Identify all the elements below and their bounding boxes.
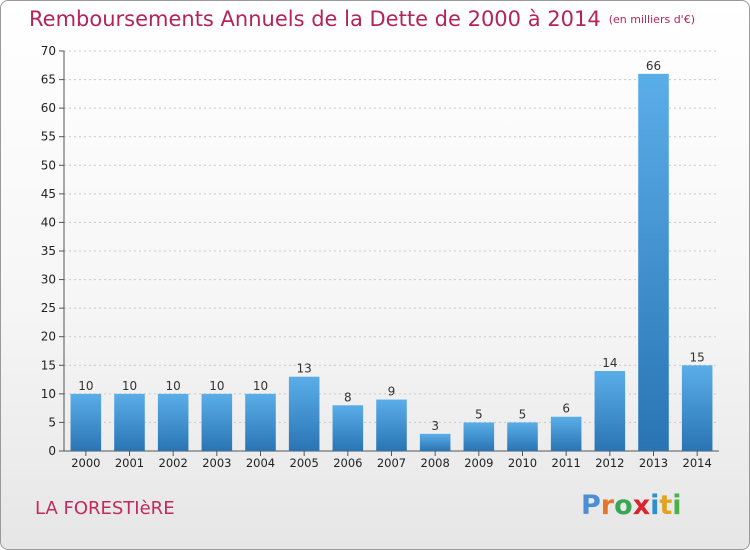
chart-title-text: Remboursements Annuels de la Dette de 20… <box>29 7 601 31</box>
y-tick-label: 50 <box>41 158 56 172</box>
logo-letter: P <box>581 490 601 521</box>
x-tick-label: 2006 <box>333 456 362 470</box>
bar <box>245 393 276 451</box>
chart-title: Remboursements Annuels de la Dette de 20… <box>29 7 695 31</box>
x-tick-label: 2002 <box>159 456 188 470</box>
x-tick-label: 2000 <box>71 456 100 470</box>
y-tick-label: 15 <box>41 358 56 372</box>
x-tick-label: 2013 <box>639 456 668 470</box>
x-tick-label: 2011 <box>552 456 581 470</box>
bar <box>70 393 102 451</box>
y-tick-label: 5 <box>48 415 56 429</box>
x-tick-label: 2003 <box>202 456 231 470</box>
data-label: 5 <box>475 407 483 421</box>
bar <box>463 422 495 451</box>
y-tick-label: 45 <box>41 187 56 201</box>
data-label: 14 <box>602 356 617 370</box>
y-tick-label: 20 <box>41 330 56 344</box>
x-tick-label: 2005 <box>290 456 319 470</box>
x-tick-label: 2004 <box>246 456 275 470</box>
x-tick-label: 2008 <box>421 456 450 470</box>
y-tick-label: 40 <box>41 215 56 229</box>
data-label: 6 <box>562 402 570 416</box>
data-label: 10 <box>78 379 93 393</box>
x-tick-label: 2009 <box>464 456 493 470</box>
logo-letter: o <box>614 490 633 521</box>
data-label: 10 <box>166 379 181 393</box>
y-tick-label: 25 <box>41 301 56 315</box>
logo-letter: x <box>632 490 651 521</box>
x-tick-label: 2001 <box>115 456 144 470</box>
data-label: 8 <box>344 390 352 404</box>
commune-name: LA FORESTIèRE <box>35 498 175 519</box>
y-tick-label: 60 <box>41 101 56 115</box>
bar <box>681 365 713 451</box>
y-tick-label: 65 <box>41 73 56 87</box>
bar <box>550 416 582 451</box>
data-label: 3 <box>431 419 439 433</box>
x-tick-label: 2012 <box>595 456 624 470</box>
data-label: 15 <box>690 350 705 364</box>
x-tick-label: 2007 <box>377 456 406 470</box>
bar <box>332 405 364 451</box>
y-tick-label: 0 <box>48 444 56 458</box>
logo-letter: r <box>600 490 615 521</box>
bar <box>638 73 669 451</box>
y-tick-label: 35 <box>41 244 56 258</box>
bar <box>419 433 451 451</box>
y-tick-label: 55 <box>41 130 56 144</box>
data-label: 13 <box>297 362 312 376</box>
data-label: 66 <box>646 59 661 73</box>
logo-letter: i <box>672 490 682 521</box>
data-label: 10 <box>122 379 137 393</box>
bar <box>507 422 538 451</box>
bar <box>376 399 407 451</box>
chart-unit: (en milliers d'€) <box>608 13 695 26</box>
y-tick-label: 10 <box>41 387 56 401</box>
logo-letter: i <box>650 490 660 521</box>
y-tick-label: 70 <box>41 44 56 58</box>
bar <box>594 371 626 451</box>
bar <box>288 376 320 451</box>
data-label: 5 <box>519 407 527 421</box>
data-label: 9 <box>388 385 396 399</box>
data-label: 10 <box>253 379 268 393</box>
bar <box>114 393 145 451</box>
bar <box>201 393 233 451</box>
data-label: 10 <box>209 379 224 393</box>
x-tick-label: 2010 <box>508 456 537 470</box>
logo-letter: t <box>659 490 673 521</box>
proxiti-logo: Proxiti <box>581 490 682 521</box>
bar <box>157 393 189 451</box>
y-tick-label: 30 <box>41 273 56 287</box>
x-tick-label: 2014 <box>683 456 712 470</box>
